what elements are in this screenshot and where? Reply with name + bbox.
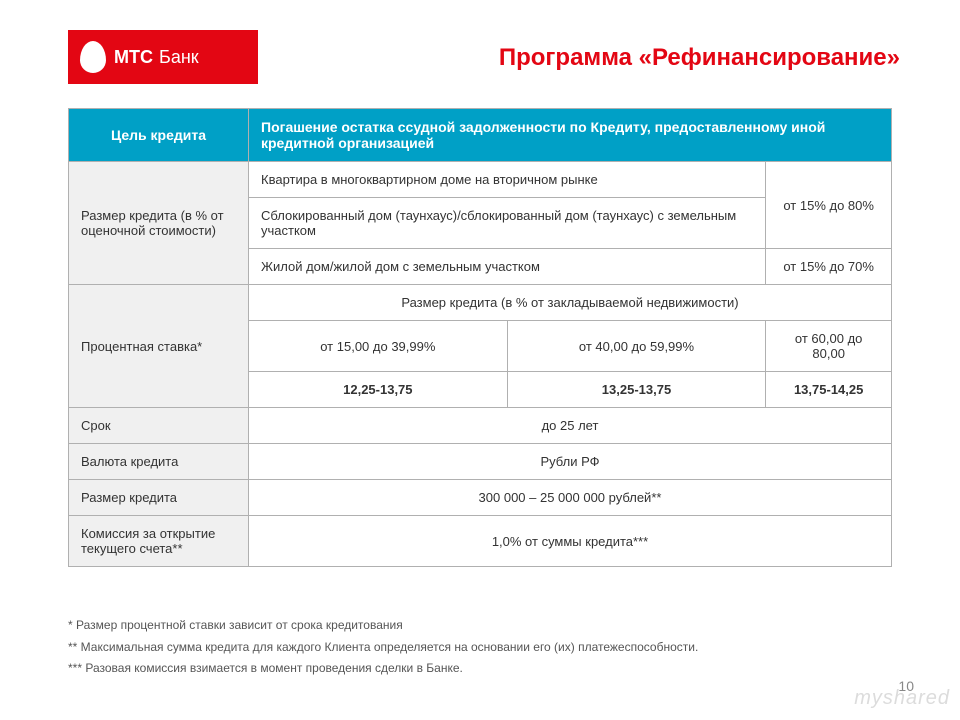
size-label: Размер кредита (в % от оценочной стоимос… (69, 162, 249, 285)
main-table: Цель кредита Погашение остатка ссудной з… (68, 108, 892, 567)
rate-col1: от 15,00 до 39,99% (249, 321, 508, 372)
size-row3-desc: Жилой дом/жилой дом с земельным участком (249, 249, 766, 285)
rate-v2: 13,25-13,75 (507, 372, 766, 408)
amount-label: Размер кредита (69, 480, 249, 516)
fee-label: Комиссия за открытие текущего счета** (69, 516, 249, 567)
term-label: Срок (69, 408, 249, 444)
amount-value: 300 000 – 25 000 000 рублей** (249, 480, 892, 516)
header-goal-label: Цель кредита (69, 109, 249, 162)
rate-label: Процентная ставка* (69, 285, 249, 408)
watermark: myshared (854, 687, 950, 710)
term-value: до 25 лет (249, 408, 892, 444)
rate-v1: 12,25-13,75 (249, 372, 508, 408)
fee-value: 1,0% от суммы кредита*** (249, 516, 892, 567)
egg-icon (80, 41, 106, 73)
footnote-3: *** Разовая комиссия взимается в момент … (68, 658, 698, 680)
footnote-2: ** Максимальная сумма кредита для каждог… (68, 637, 698, 659)
rate-subheader: Размер кредита (в % от закладываемой нед… (249, 285, 892, 321)
currency-label: Валюта кредита (69, 444, 249, 480)
currency-value: Рубли РФ (249, 444, 892, 480)
rate-v3: 13,75-14,25 (766, 372, 892, 408)
rate-col3: от 60,00 до 80,00 (766, 321, 892, 372)
logo-brand: МТС (114, 47, 153, 68)
header-goal-value: Погашение остатка ссудной задолженности … (249, 109, 892, 162)
size-row2-desc: Сблокированный дом (таунхаус)/сблокирова… (249, 198, 766, 249)
size-range3: от 15% до 70% (766, 249, 892, 285)
footnotes: * Размер процентной ставки зависит от ср… (68, 615, 698, 680)
logo-sub: Банк (159, 47, 199, 68)
size-row1-desc: Квартира в многоквартирном доме на втори… (249, 162, 766, 198)
page-title: Программа «Рефинансирование» (499, 44, 900, 72)
footnote-1: * Размер процентной ставки зависит от ср… (68, 615, 698, 637)
rate-col2: от 40,00 до 59,99% (507, 321, 766, 372)
logo: МТС Банк (68, 30, 258, 84)
size-range1: от 15% до 80% (766, 162, 892, 249)
